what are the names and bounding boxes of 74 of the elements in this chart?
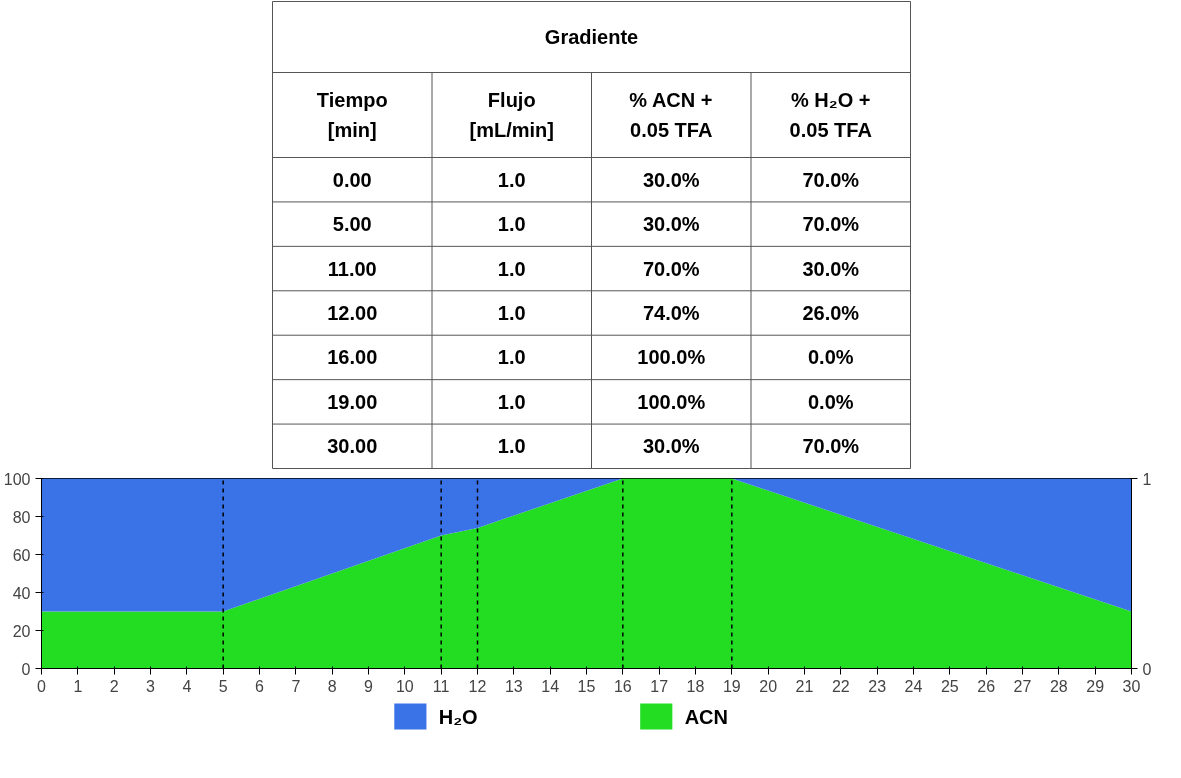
category-label: % ACN + 0.05 TFA (629, 89, 713, 141)
x-tick-label: 1 (73, 677, 83, 695)
text: 16.00 (327, 346, 378, 369)
y2-tick-label: 0 (1142, 660, 1152, 678)
x-tick-label: 29 (1086, 677, 1105, 695)
text: 30.0% (642, 168, 700, 191)
x-tick-label: 5 (218, 677, 228, 695)
x-tick-label: 13 (504, 677, 523, 695)
text: 70.0% (642, 257, 700, 280)
x-tick-label: 21 (795, 677, 814, 695)
text: Gradiente (544, 25, 639, 48)
y-tick-label: 100 (3, 470, 31, 488)
x-tick-label: 16 (613, 677, 632, 695)
y-tick-label: 80 (12, 508, 31, 526)
x-tick-label: 15 (577, 677, 596, 695)
text: 70.0% (802, 213, 860, 236)
text: 74.0% (642, 302, 700, 324)
text: 0.0% (807, 346, 854, 369)
x-tick-label: 26 (977, 677, 996, 695)
y-tick-label: 40 (12, 584, 31, 602)
x-tick-label: 9 (364, 677, 374, 695)
legend-label: H₂O (438, 705, 478, 728)
x-tick-label: 10 (395, 677, 414, 695)
text: 70.0% (802, 168, 860, 191)
x-tick-label: 2 (109, 677, 119, 695)
text: 1.0 (497, 302, 526, 324)
text: 1.0 (497, 213, 526, 236)
text: 26.0% (802, 302, 860, 324)
text: 5.00 (332, 213, 372, 236)
y-tick-label: 20 (12, 622, 31, 640)
x-tick-label: 24 (904, 677, 923, 695)
text: 1.0 (497, 435, 526, 458)
text: 1.0 (497, 346, 526, 369)
category-label: Flujo [mL/min] (469, 89, 554, 141)
category-label: % H₂O + 0.05 TFA (789, 89, 872, 141)
text: 11.00 (327, 257, 377, 280)
x-tick-label: 14 (541, 677, 560, 695)
text: 100.0% (637, 390, 706, 413)
text: 30.0% (642, 435, 700, 458)
x-tick-label: 7 (291, 677, 301, 695)
x-tick-label: 18 (686, 677, 705, 695)
text: 1.0 (497, 257, 526, 280)
text: 100.0% (637, 346, 706, 369)
x-tick-label: 6 (255, 677, 265, 695)
x-tick-label: 22 (831, 677, 850, 695)
y-tick-label: 0 (21, 660, 31, 678)
text: 0.0% (807, 390, 854, 413)
x-tick-label: 30 (1122, 677, 1141, 695)
text: 30.00 (327, 435, 378, 458)
text: 1.0 (497, 168, 526, 191)
y-tick-label: 60 (12, 546, 31, 564)
x-tick-label: 12 (468, 677, 487, 695)
text: 0.00 (332, 168, 372, 191)
legend-label: ACN (684, 705, 728, 728)
text: 30.0% (802, 257, 860, 280)
text: 70.0% (802, 435, 860, 458)
text: 12.00 (327, 302, 378, 324)
x-tick-label: 19 (722, 677, 741, 695)
x-tick-label: 28 (1049, 677, 1068, 695)
x-tick-label: 4 (182, 677, 192, 695)
x-tick-label: 25 (940, 677, 959, 695)
x-tick-label: 11 (432, 677, 450, 695)
x-tick-label: 8 (327, 677, 337, 695)
x-tick-label: 20 (759, 677, 778, 695)
category-label: Tiempo [min] (316, 89, 388, 141)
x-tick-label: 23 (868, 677, 887, 695)
text: 19.00 (327, 390, 378, 413)
text: 30.0% (642, 213, 700, 236)
x-tick-label: 0 (37, 677, 47, 695)
x-tick-label: 3 (146, 677, 156, 695)
y2-tick-label: 1 (1142, 470, 1152, 488)
x-tick-label: 27 (1013, 677, 1032, 695)
x-tick-label: 17 (650, 677, 669, 695)
text: 1.0 (497, 390, 526, 413)
